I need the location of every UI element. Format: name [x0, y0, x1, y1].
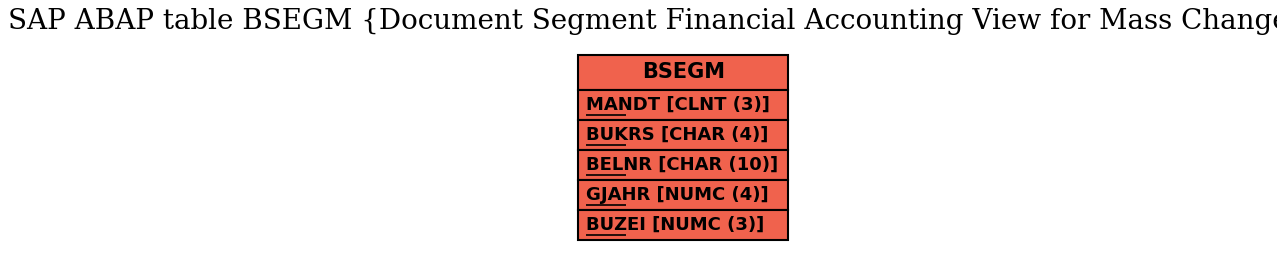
FancyBboxPatch shape	[578, 210, 788, 240]
Text: MANDT [CLNT (3)]: MANDT [CLNT (3)]	[586, 96, 770, 114]
FancyBboxPatch shape	[578, 180, 788, 210]
Text: GJAHR [NUMC (4)]: GJAHR [NUMC (4)]	[586, 186, 769, 204]
FancyBboxPatch shape	[578, 90, 788, 120]
Text: BUKRS [CHAR (4)]: BUKRS [CHAR (4)]	[586, 126, 769, 144]
Text: BSEGM: BSEGM	[642, 63, 724, 82]
FancyBboxPatch shape	[578, 150, 788, 180]
FancyBboxPatch shape	[578, 120, 788, 150]
FancyBboxPatch shape	[578, 55, 788, 90]
Text: BELNR [CHAR (10)]: BELNR [CHAR (10)]	[586, 156, 778, 174]
Text: SAP ABAP table BSEGM {Document Segment Financial Accounting View for Mass Change: SAP ABAP table BSEGM {Document Segment F…	[8, 8, 1277, 35]
Text: BUZEI [NUMC (3)]: BUZEI [NUMC (3)]	[586, 216, 765, 234]
